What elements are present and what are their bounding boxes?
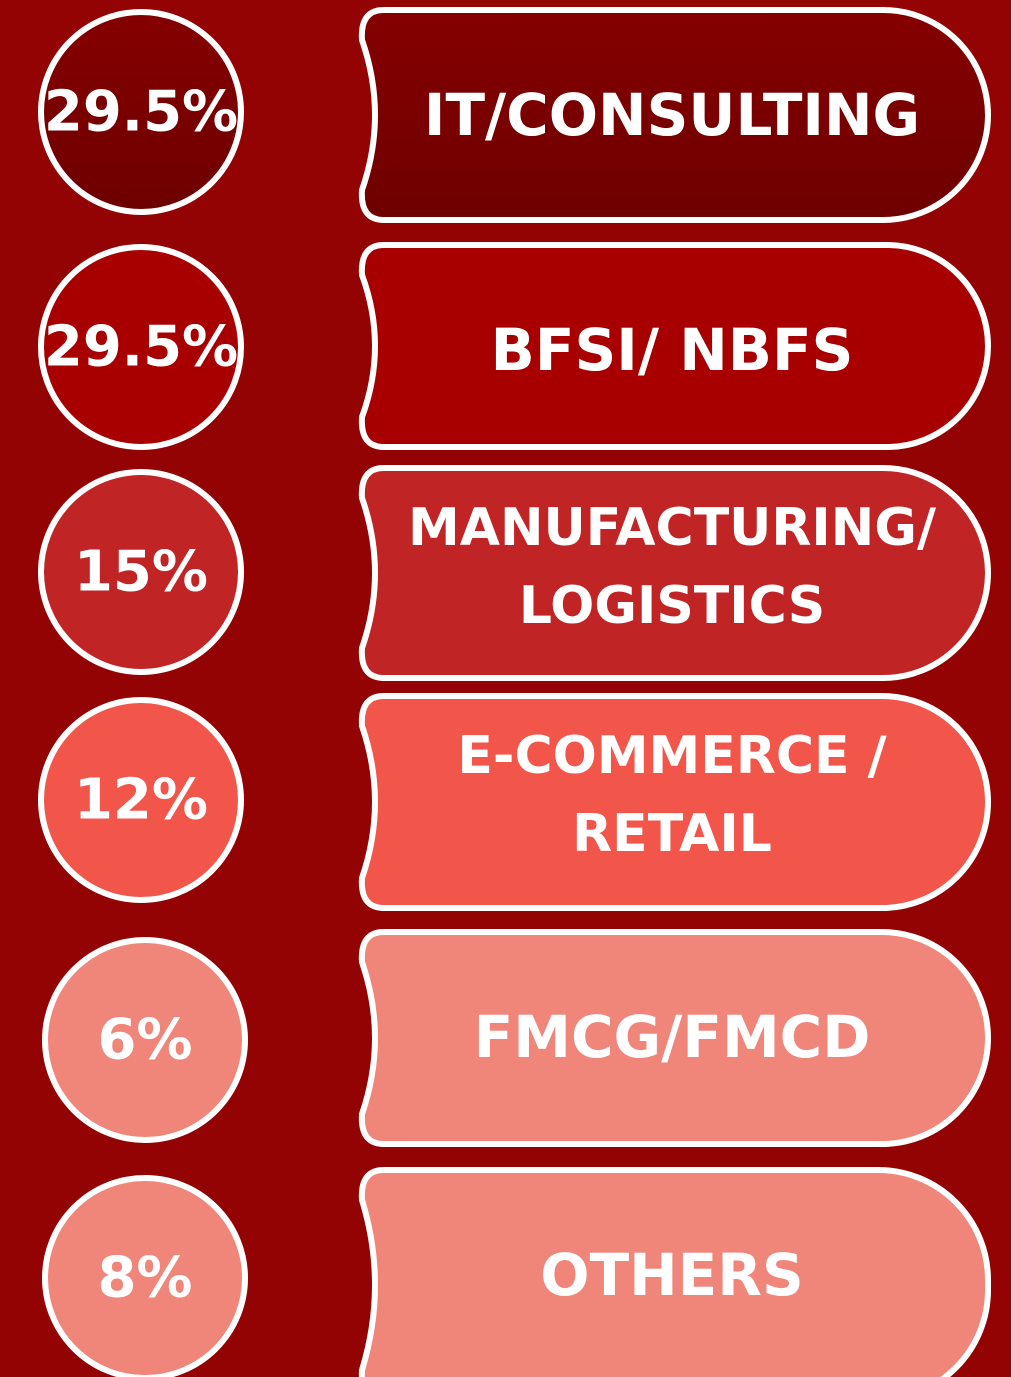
sector-pill — [358, 693, 992, 911]
sector-pill — [358, 929, 992, 1147]
sector-label: IT/CONSULTING — [424, 81, 920, 149]
percent-text: 12% — [74, 768, 208, 833]
percent-circle — [38, 244, 244, 450]
percent-circle — [42, 1175, 248, 1377]
percent-circle — [38, 469, 244, 675]
sector-label: LOGISTICS — [519, 576, 825, 636]
sector-pill — [358, 7, 992, 223]
percent-circle — [42, 937, 248, 1143]
sector-label: FMCG/FMCD — [474, 1003, 871, 1071]
percent-text: 6% — [97, 1008, 192, 1073]
sector-label: E-COMMERCE / — [457, 726, 886, 786]
sector-pill — [358, 465, 992, 681]
sector-pill — [358, 1167, 991, 1377]
sector-pill — [358, 242, 992, 450]
percent-text: 8% — [97, 1246, 192, 1311]
percent-circle — [38, 9, 244, 215]
sector-label: RETAIL — [572, 804, 772, 864]
sector-label: MANUFACTURING/ — [408, 498, 936, 558]
sector-label: BFSI/ NBFS — [491, 316, 854, 384]
percent-text: 29.5% — [44, 80, 238, 145]
percent-text: 29.5% — [44, 315, 238, 380]
sector-label: OTHERS — [540, 1241, 803, 1309]
percent-text: 15% — [74, 540, 208, 605]
percent-circle — [38, 697, 244, 903]
